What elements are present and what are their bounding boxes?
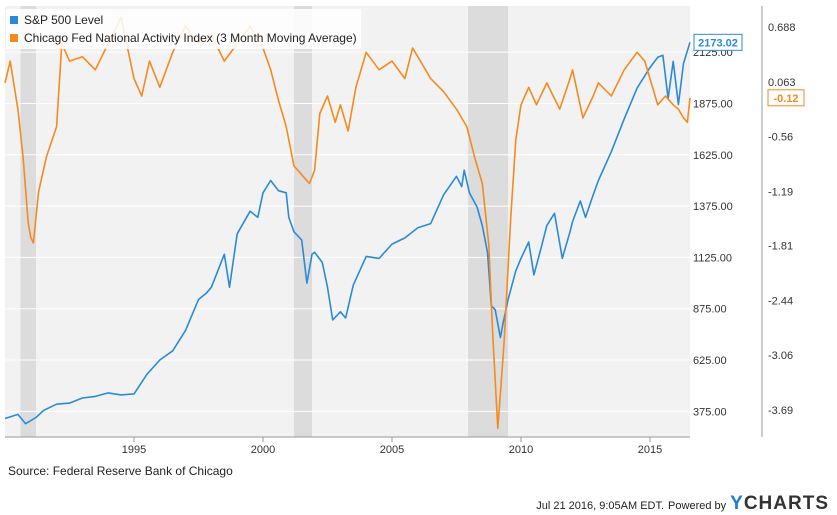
plot-background <box>5 6 690 437</box>
y-left-tick-6: 1875.00 <box>693 98 733 110</box>
legend-item-cfnai[interactable]: Chicago Fed National Activity Index (3 M… <box>8 29 357 47</box>
x-tick-label-3: 2010 <box>509 444 533 456</box>
y-right-tick-3: -1.19 <box>768 186 793 198</box>
recession-band-2 <box>468 6 509 437</box>
footer-date: Jul 21 2016, 9:05AM EDT. <box>536 500 665 512</box>
ycharts-logo[interactable]: YCHARTS <box>730 493 829 515</box>
x-tick-label-1: 2000 <box>251 444 275 456</box>
y-left-tick-5: 1625.00 <box>693 150 733 162</box>
chart-canvas: 375.00 625.00 875.00 1125.00 1375.00 1625.00 1… <box>4 6 805 456</box>
x-tick-label-0: 1995 <box>122 444 146 456</box>
chart-legend: S&P 500 Level Chicago Fed National Activ… <box>6 9 361 49</box>
ycharts-logo-text: CHARTS <box>743 493 829 514</box>
y-right-tick-6: -3.06 <box>768 350 793 362</box>
recession-bands <box>5 6 690 437</box>
y-left-tick-2: 875.00 <box>693 304 727 316</box>
x-tick-label-4: 2015 <box>638 444 662 456</box>
series-lines <box>4 16 691 430</box>
legend-label-sp500: S&P 500 Level <box>24 13 104 27</box>
y-right-tick-2: -0.56 <box>768 131 793 143</box>
y-left-tick-1: 625.00 <box>693 355 727 367</box>
source-note: Source: Federal Reserve Bank of Chicago <box>8 464 233 478</box>
last-value-label-1: -0.12 <box>773 93 798 105</box>
footer-powered-by: Powered by <box>668 500 727 512</box>
recession-band-1 <box>293 6 313 437</box>
y-left-tick-3: 1125.00 <box>693 252 732 264</box>
legend-label-cfnai: Chicago Fed National Activity Index (3 M… <box>24 31 357 45</box>
series-line-0 <box>4 42 691 425</box>
axes: 375.00 625.00 875.00 1125.00 1375.00 1625.00 1… <box>5 6 796 456</box>
grid-lines <box>5 51 690 412</box>
series-line-1 <box>4 16 691 430</box>
y-right-tick-0: 0.688 <box>768 22 796 34</box>
ycharts-logo-y: Y <box>730 493 744 514</box>
legend-swatch-sp500 <box>10 16 18 24</box>
last-value-box-0 <box>693 33 743 51</box>
y-right-tick-4: -1.81 <box>768 241 793 253</box>
last-value-box-1 <box>767 89 805 107</box>
x-tick-label-2: 2005 <box>380 444 404 456</box>
last-value-label-0: 2173.02 <box>698 37 738 49</box>
y-right-tick-5: -2.44 <box>768 296 793 308</box>
y-left-tick-4: 1375.00 <box>693 201 733 213</box>
y-right-tick-7: -3.69 <box>768 405 793 417</box>
legend-item-sp500[interactable]: S&P 500 Level <box>8 11 357 29</box>
y-left-tick-0: 375.00 <box>693 406 727 418</box>
legend-swatch-cfnai <box>10 34 18 42</box>
value-labels: 2173.02 -0.12 <box>693 33 805 107</box>
y-right-tick-1: 0.063 <box>768 77 796 89</box>
footer: Jul 21 2016, 9:05AM EDT. Powered by YCHA… <box>536 493 829 515</box>
